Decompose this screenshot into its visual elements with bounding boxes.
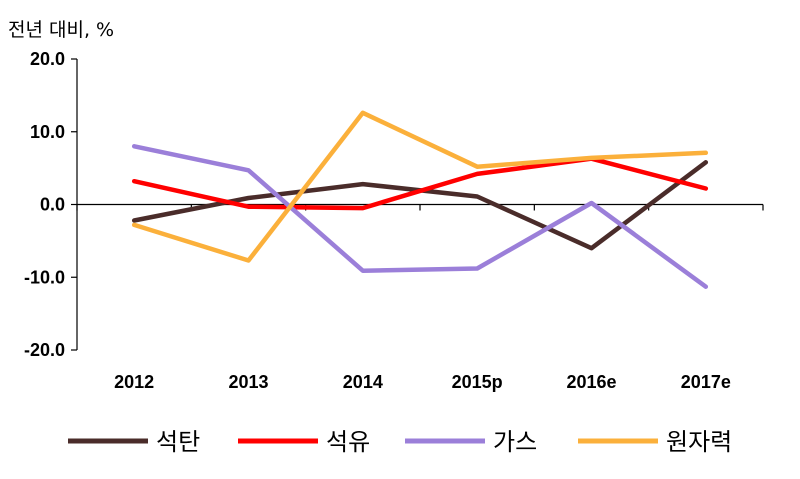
series-lines bbox=[131, 110, 709, 289]
x-tick-label: 2015p bbox=[452, 372, 503, 392]
y-tick-label: 10.0 bbox=[30, 122, 65, 142]
x-tick-label: 2014 bbox=[343, 372, 383, 392]
x-tick-label: 2012 bbox=[114, 372, 154, 392]
x-tick-label: 2017e bbox=[681, 372, 731, 392]
y-tick-label: 0.0 bbox=[40, 195, 65, 215]
legend-label-2: 가스 bbox=[493, 428, 537, 456]
unit-label: 전년 대비, % bbox=[8, 19, 114, 41]
series-line-2 bbox=[131, 144, 709, 289]
y-tick-label: 20.0 bbox=[30, 49, 65, 69]
legend: 석탄 석유 가스 원자력 bbox=[68, 428, 732, 456]
axes: 20.0 10.0 0.0 -10.0 -20.0 2012 2013 2014 2015p 20… bbox=[24, 49, 764, 392]
legend-label-3: 원자력 bbox=[666, 428, 732, 456]
series-line-3 bbox=[131, 110, 709, 263]
y-tick-label: -10.0 bbox=[24, 267, 65, 287]
y-tick-label: -20.0 bbox=[24, 340, 65, 360]
legend-label-0: 석탄 bbox=[156, 428, 200, 456]
x-tick-label: 2016e bbox=[566, 372, 616, 392]
x-tick-label: 2013 bbox=[228, 372, 268, 392]
series-line-1 bbox=[131, 156, 709, 211]
legend-label-1: 석유 bbox=[326, 428, 370, 456]
